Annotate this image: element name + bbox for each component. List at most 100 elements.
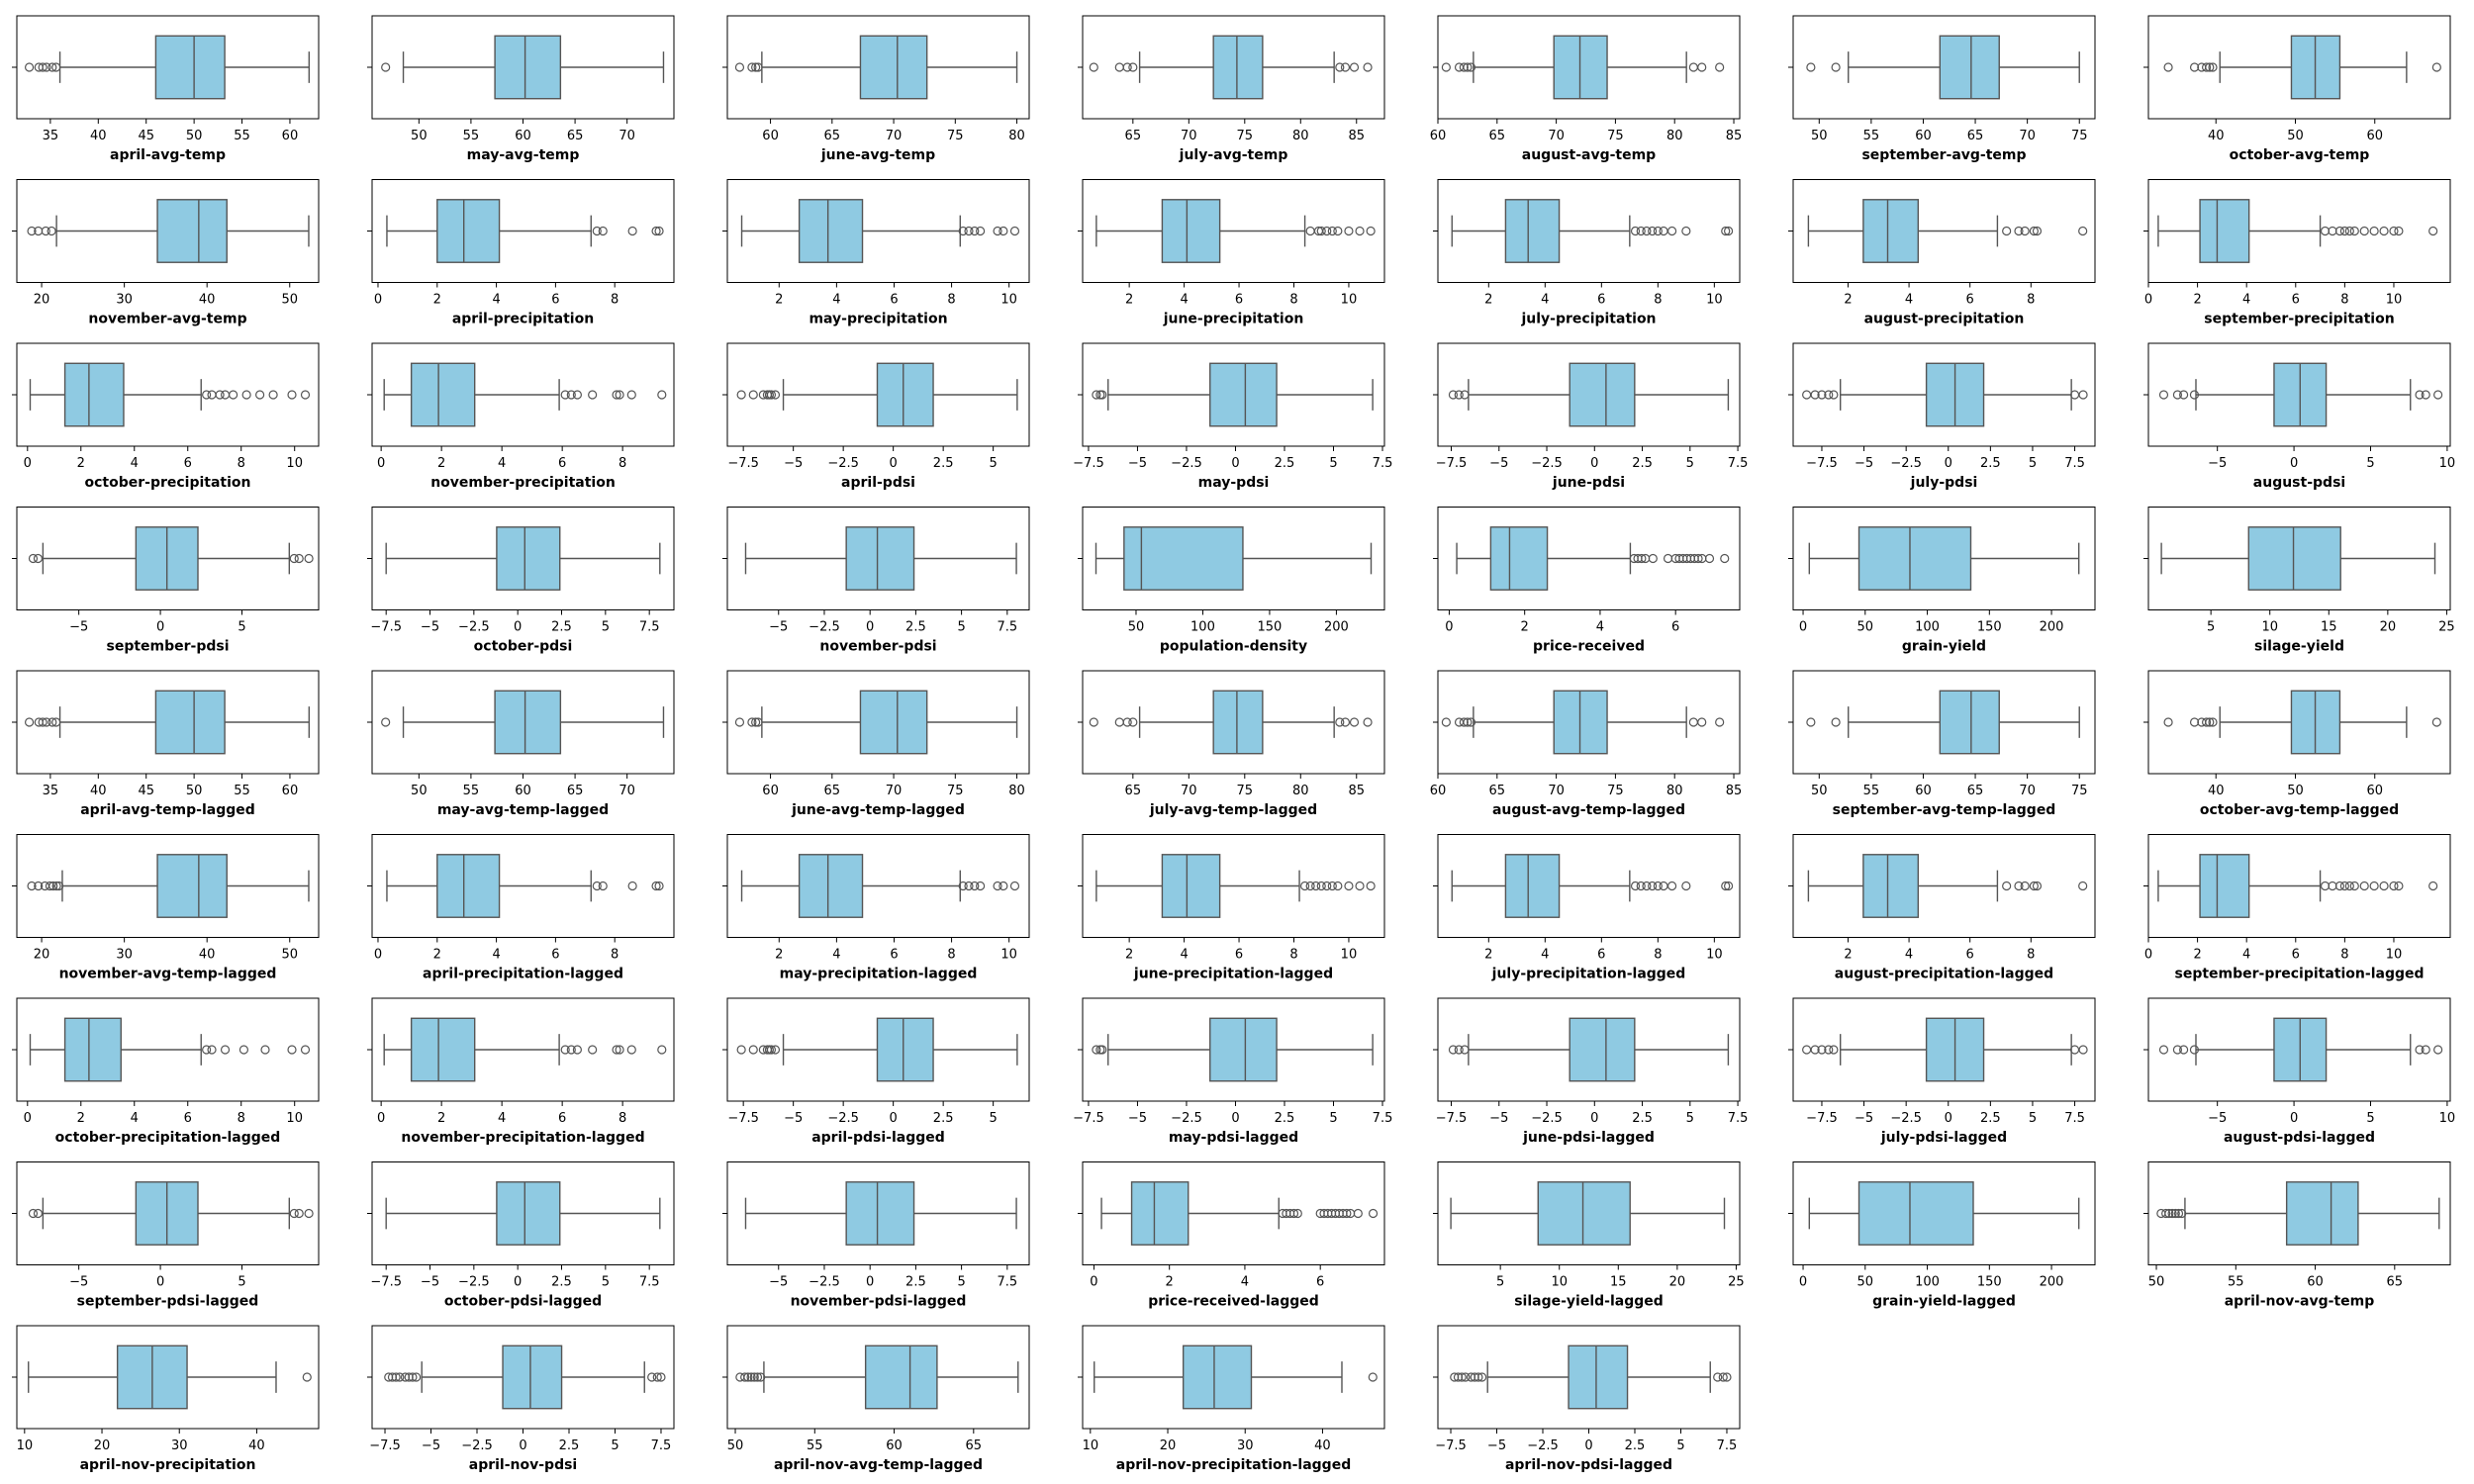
- subplot: 50 55 60 65 april-nov-avg-temp-lagged: [722, 1325, 1030, 1473]
- iqr-box: [2199, 199, 2250, 263]
- x-tick-label: −7.5: [1806, 1111, 1838, 1126]
- x-tick-label: 5: [1496, 1275, 1504, 1290]
- outlier-point: [1097, 1045, 1107, 1055]
- outlier-point: [993, 226, 1002, 236]
- outlier-point: [958, 226, 968, 236]
- subplot: −7.5 −5 −2.5 0 2.5 5 april-pdsi: [722, 342, 1030, 491]
- x-tick-label: 8: [238, 456, 245, 471]
- iqr-box: [1569, 1017, 1636, 1082]
- x-tick-label: 0: [1445, 620, 1453, 635]
- outlier-point: [612, 390, 621, 400]
- x-tick-label: 20: [34, 293, 50, 308]
- x-tick-label: 0: [156, 1275, 164, 1290]
- iqr-box: [845, 526, 915, 591]
- subplot: −5 −2.5 0 2.5 5 7.5 november-pdsi-lagged: [722, 1161, 1030, 1310]
- outlier-point: [2394, 226, 2404, 236]
- x-tick-label: 8: [2340, 948, 2348, 963]
- outlier-point: [654, 881, 664, 891]
- outlier-point: [1368, 1372, 1378, 1382]
- outlier-point: [260, 1045, 270, 1055]
- x-axis-label: may-pdsi-lagged: [1169, 1130, 1298, 1146]
- x-tick-label: 0: [374, 948, 382, 963]
- x-tick-label: 30: [116, 948, 133, 963]
- outlier-point: [1663, 553, 1673, 564]
- x-axis-label: july-precipitation-lagged: [1491, 967, 1686, 982]
- x-tick-label: 8: [2340, 293, 2348, 308]
- outlier-point: [2002, 881, 2012, 891]
- x-tick-label: 50: [2148, 1275, 2165, 1290]
- outlier-point: [2428, 881, 2438, 891]
- outlier-point: [615, 390, 624, 400]
- x-tick-label: 75: [2071, 129, 2088, 143]
- x-axis-label: november-avg-temp: [88, 312, 246, 327]
- outlier-point: [229, 390, 238, 400]
- x-tick-label: −5: [421, 1275, 439, 1290]
- x-tick-label: 40: [199, 948, 216, 963]
- x-tick-label: −2.5: [809, 1275, 840, 1290]
- x-tick-label: −7.5: [369, 1438, 401, 1453]
- outlier-point: [1659, 226, 1668, 236]
- x-tick-label: −5: [2208, 456, 2227, 471]
- outlier-point: [657, 390, 667, 400]
- x-axis-label: april-nov-precipitation-lagged: [1116, 1457, 1351, 1473]
- outlier-point: [38, 62, 48, 72]
- outlier-point: [746, 1372, 756, 1382]
- subplot: −7.5 −5 −2.5 0 2.5 5 7.5 june-pdsi: [1433, 342, 1749, 491]
- x-tick-label: 5: [2029, 456, 2037, 471]
- x-tick-label: 80: [1666, 129, 1683, 143]
- x-tick-label: −7.5: [1435, 1438, 1467, 1453]
- outlier-point: [1466, 62, 1476, 72]
- x-tick-label: 2: [2193, 293, 2201, 308]
- x-tick-label: 55: [463, 784, 480, 798]
- outlier-point: [27, 226, 37, 236]
- x-tick-label: 5: [1329, 1111, 1337, 1126]
- x-tick-label: 2.5: [933, 456, 954, 471]
- x-tick-label: 0: [519, 1438, 526, 1453]
- x-axis-label: april-nov-pdsi: [469, 1457, 577, 1473]
- x-axis-label: april-nov-pdsi-lagged: [1505, 1457, 1672, 1473]
- x-tick-label: −2.5: [1890, 1111, 1922, 1126]
- outlier-point: [2029, 881, 2039, 891]
- x-tick-label: −5: [1128, 1111, 1147, 1126]
- outlier-point: [1366, 881, 1376, 891]
- x-tick-label: 4: [498, 456, 506, 471]
- x-tick-label: 65: [567, 129, 584, 143]
- x-tick-label: 20: [1160, 1438, 1177, 1453]
- subplot: 0 2 4 6 8 10 september-precipitation-lagged: [2143, 834, 2451, 982]
- x-tick-label: 2.5: [1625, 1438, 1646, 1453]
- x-tick-label: −7.5: [1073, 456, 1104, 471]
- x-tick-label: 0: [514, 1275, 522, 1290]
- x-tick-label: −5: [1489, 1111, 1508, 1126]
- x-tick-label: 7.5: [1717, 1438, 1738, 1453]
- outlier-point: [2014, 226, 2024, 236]
- x-tick-label: 7.5: [1728, 456, 1749, 471]
- subplot: −7.5 −5 −2.5 0 2.5 5 7.5 may-pdsi: [1073, 342, 1392, 491]
- outlier-point: [1666, 226, 1677, 236]
- x-tick-label: 60: [762, 784, 779, 798]
- outlier-point: [1642, 881, 1652, 891]
- outlier-point: [1637, 553, 1647, 564]
- x-tick-label: 0: [890, 456, 898, 471]
- x-axis-label: june-avg-temp-lagged: [791, 802, 965, 818]
- x-tick-label: 65: [2387, 1275, 2404, 1290]
- x-axis-label: august-precipitation-lagged: [1835, 967, 2053, 982]
- outlier-point: [1636, 881, 1646, 891]
- outlier-point: [47, 226, 56, 236]
- outlier-point: [748, 1045, 758, 1055]
- x-tick-label: 10: [2439, 456, 2456, 471]
- outlier-point: [51, 881, 61, 891]
- x-tick-label: 80: [1008, 129, 1025, 143]
- outlier-point: [2020, 881, 2030, 891]
- outlier-point: [1630, 881, 1641, 891]
- x-tick-label: 8: [1289, 948, 1297, 963]
- x-tick-label: 10: [2439, 1111, 2456, 1126]
- x-tick-label: 5: [2207, 620, 2215, 635]
- outlier-point: [598, 226, 608, 236]
- iqr-box: [436, 854, 501, 918]
- outlier-point: [756, 1372, 766, 1382]
- outlier-point: [1322, 226, 1332, 236]
- outlier-point: [588, 1045, 598, 1055]
- x-axis-label: august-precipitation: [1864, 312, 2025, 327]
- outlier-point: [1474, 1372, 1483, 1382]
